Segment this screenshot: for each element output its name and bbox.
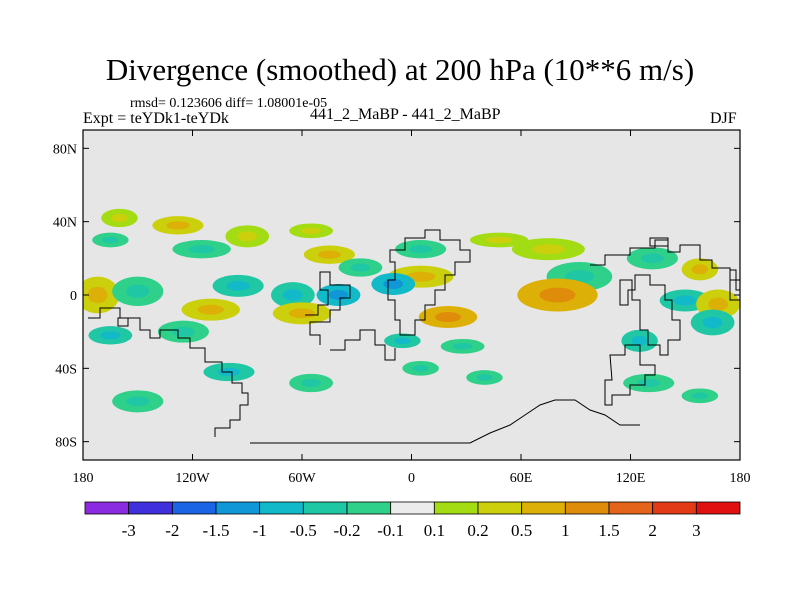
anomaly-core (708, 297, 728, 311)
colorbar-label: 3 (692, 521, 701, 540)
y-tick-label: 0 (70, 289, 77, 304)
anomaly-core (485, 236, 513, 244)
colorbar-label: -1 (253, 521, 267, 540)
coastline-islands (117, 237, 740, 327)
anomaly-core (539, 287, 576, 303)
anomaly-core (350, 263, 371, 272)
colorbar-label: 1.5 (598, 521, 619, 540)
colorbar-swatch (608, 501, 654, 515)
colorbar-swatch (346, 501, 392, 515)
anomaly-core (166, 221, 190, 230)
y-tick-label: 40S (55, 362, 77, 377)
anomaly-core (328, 290, 349, 300)
anomaly-core (237, 231, 258, 242)
anomaly-core (100, 331, 121, 340)
anomaly-core (476, 374, 493, 381)
coastline-antarctica (250, 399, 640, 444)
colorbar-swatch (652, 501, 697, 515)
colorbar-label: 1 (561, 521, 570, 540)
colorbar-swatch (695, 501, 741, 515)
colorbar-label: -0.1 (377, 521, 404, 540)
anomaly-core (87, 286, 108, 304)
colorbar-swatch (564, 501, 610, 515)
anomaly-core (317, 250, 341, 259)
anomaly-core (283, 289, 303, 301)
anomaly-core (409, 245, 433, 254)
stats-line: rmsd= 0.123606 diff= 1.08001e-05 (130, 96, 328, 111)
experiment-label: Expt = teYDk1-teYDk (83, 110, 229, 127)
axes: 180 120W 60W 0 60E 120E 180 80N 40N 0 40S 80S (53, 130, 751, 486)
anomaly-core (412, 365, 429, 372)
anomaly-core (171, 326, 195, 337)
coastline-africa (387, 229, 471, 336)
colorbar-label: -0.2 (334, 521, 361, 540)
anomaly-core (226, 280, 250, 291)
anomaly-core (394, 337, 411, 345)
anomaly-core (197, 304, 224, 315)
y-tick-label: 80N (53, 142, 77, 157)
colorbar-label: 2 (648, 521, 657, 540)
anomaly-core (405, 271, 436, 282)
anomaly-core (702, 316, 723, 329)
anomaly-core (383, 279, 404, 289)
anomaly-core (631, 335, 648, 346)
anomaly-core (434, 312, 462, 322)
x-tick-label: 60W (288, 471, 316, 486)
coastline-west-africa (330, 329, 396, 361)
anomaly-core (126, 284, 150, 298)
anomaly-core (288, 308, 316, 319)
colorbar-swatch (433, 501, 479, 515)
anomaly-core (301, 227, 321, 235)
colorbar-swatch (521, 501, 566, 515)
colorbar-label: -2 (165, 521, 179, 540)
coastline-south-america (305, 271, 351, 345)
coastline-eurasia-south (590, 239, 740, 281)
anomaly-layer (83, 208, 740, 413)
anomaly-core (637, 378, 661, 388)
colorbar-swatch (302, 501, 348, 515)
anomaly-core (691, 264, 709, 275)
coastline-americas (88, 307, 249, 437)
colorbar-swatch (477, 501, 523, 515)
colorbar-swatch (215, 501, 261, 515)
season-label: DJF (710, 110, 737, 127)
coastline-australia (604, 344, 656, 406)
x-tick-label: 60E (510, 471, 533, 486)
coastline-layer (88, 229, 740, 444)
colorbar-swatch (128, 501, 173, 515)
x-tick-label: 120W (175, 471, 210, 486)
x-tick-label: 0 (408, 471, 415, 486)
anomaly-core (691, 392, 709, 400)
anomaly-core (301, 378, 321, 388)
colorbar-swatch (171, 501, 217, 515)
colorbar-label: 0.2 (467, 521, 488, 540)
anomaly-core (111, 213, 128, 223)
colorbar-label: 0.5 (511, 521, 532, 540)
colorbar-label: -1.5 (203, 521, 230, 540)
colorbar-swatch (390, 501, 435, 515)
coastline-asia (619, 274, 681, 356)
comparison-label: 441_2_MaBP - 441_2_MaBP (310, 106, 501, 123)
colorbar-swatch (259, 501, 304, 515)
colorbar: -3 -2 -1.5 -1 -0.5 -0.2 -0.1 0.1 0.2 0.5 1 1.5 2 3 (84, 501, 741, 540)
y-tick-label: 80S (55, 436, 77, 451)
chart-title: Divergence (smoothed) at 200 hPa (10**6 … (105, 52, 695, 87)
anomaly-core (673, 295, 697, 306)
anomaly-core (531, 244, 565, 255)
anomaly-core (102, 236, 119, 244)
anomaly-core (452, 343, 473, 350)
anomaly-core (188, 245, 215, 254)
map-background (83, 130, 740, 460)
x-tick-label: 180 (73, 471, 94, 486)
colorbar-label: -3 (122, 521, 136, 540)
anomaly-core (640, 253, 664, 264)
anomaly-core (126, 396, 150, 407)
x-tick-label: 180 (730, 471, 751, 486)
x-tick-label: 120E (616, 471, 646, 486)
y-tick-label: 40N (53, 216, 77, 231)
colorbar-swatch (84, 501, 130, 515)
colorbar-label: 0.1 (424, 521, 445, 540)
colorbar-label: -0.5 (290, 521, 317, 540)
